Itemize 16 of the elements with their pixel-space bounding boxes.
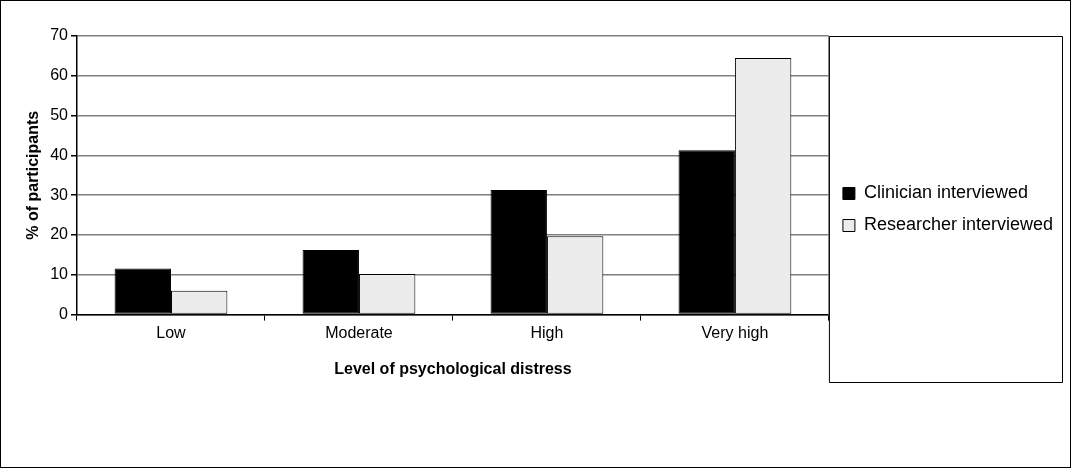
y-tick-label: 30 [50, 185, 69, 203]
legend-label: Clinician interviewed [863, 182, 1028, 203]
x-tick-label: Low [156, 323, 187, 341]
y-tick-label: 0 [59, 305, 69, 323]
x-tick-label: High [530, 323, 564, 341]
y-tick-label: 10 [50, 265, 69, 283]
legend-label: Researcher interviewed [863, 214, 1054, 235]
x-tick-label: Moderate [325, 323, 393, 341]
y-tick-label: 40 [50, 145, 69, 163]
y-tick-label: 20 [50, 225, 69, 243]
y-tick-label: 50 [50, 106, 69, 124]
y-axis-title: % of participants [24, 110, 42, 240]
y-tick-label: 60 [50, 66, 69, 84]
x-tick-label: Very high [701, 323, 769, 341]
y-tick-label: 70 [50, 26, 69, 44]
x-axis-title: Level of psychological distress [334, 359, 572, 377]
